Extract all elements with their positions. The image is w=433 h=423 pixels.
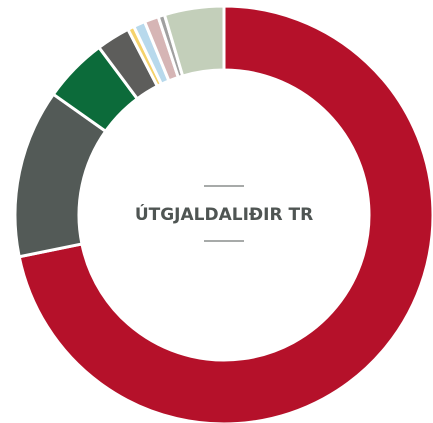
donut-slice (17, 4, 433, 423)
donut (13, 4, 433, 423)
donut-slice (162, 4, 226, 78)
chart-title: ÚTGJALDALIÐIR TR (135, 203, 313, 225)
